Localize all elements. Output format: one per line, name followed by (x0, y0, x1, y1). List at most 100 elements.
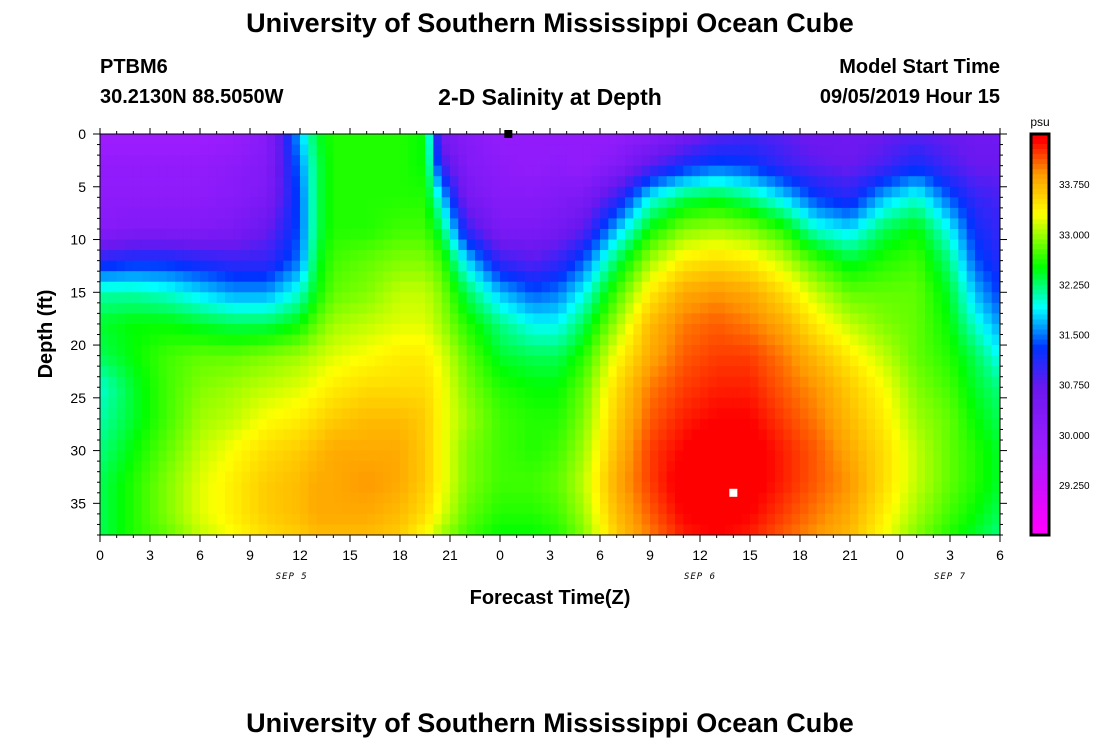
heatmap-cell (183, 176, 193, 188)
heatmap-cell (183, 429, 193, 441)
heatmap-cell (783, 355, 793, 367)
heatmap-cell (425, 176, 434, 188)
heatmap-cell (300, 176, 309, 188)
heatmap-cell (850, 376, 859, 388)
heatmap-cell (383, 408, 393, 420)
heatmap-cell (550, 218, 559, 230)
heatmap-cell (866, 492, 876, 504)
heatmap-cell (691, 450, 701, 462)
heatmap-cell (341, 281, 351, 293)
heatmap-cell (133, 408, 143, 420)
heatmap-cell (733, 440, 743, 452)
heatmap-cell (766, 134, 776, 146)
heatmap-cell (166, 228, 176, 241)
heatmap-cell (425, 260, 434, 272)
heatmap-cell (316, 292, 326, 304)
heatmap-cell (650, 260, 659, 272)
heatmap-cell (991, 197, 1000, 209)
heatmap-cell (775, 524, 784, 535)
heatmap-cell (991, 387, 1000, 399)
heatmap-cell (275, 207, 284, 220)
heatmap-cell (800, 134, 809, 146)
x-tick-label: 21 (442, 547, 458, 563)
heatmap-cell (416, 302, 426, 314)
heatmap-cell (450, 334, 459, 346)
heatmap-cell (141, 302, 151, 314)
heatmap-cell (316, 165, 326, 177)
heatmap-cell (116, 334, 126, 346)
heatmap-cell (766, 366, 776, 378)
heatmap-cell (800, 355, 809, 367)
heatmap-cell (150, 408, 159, 420)
heatmap-cell (416, 376, 426, 388)
heatmap-cell (466, 397, 476, 409)
heatmap-cell (866, 176, 876, 188)
heatmap-cell (941, 440, 951, 452)
heatmap-cell (300, 461, 309, 473)
heatmap-cell (458, 228, 468, 241)
heatmap-cell (825, 207, 834, 220)
heatmap-cell (483, 503, 493, 515)
heatmap-cell (483, 302, 493, 314)
heatmap-cell (341, 387, 351, 399)
heatmap-cell (775, 313, 784, 325)
heatmap-cell (758, 492, 768, 504)
heatmap-cell (583, 471, 593, 483)
heatmap-cell (658, 513, 668, 526)
heatmap-cell (575, 218, 584, 230)
heatmap-cell (141, 513, 151, 526)
heatmap-cell (633, 323, 643, 336)
heatmap-cell (550, 323, 559, 336)
heatmap-cell (433, 471, 443, 483)
heatmap-cell (150, 281, 159, 293)
heatmap-cell (975, 292, 984, 304)
heatmap-cell (991, 418, 1000, 431)
heatmap-cell (808, 228, 818, 241)
heatmap-cell (716, 260, 726, 272)
heatmap-cell (975, 302, 984, 314)
heatmap-cell (183, 376, 193, 388)
heatmap-cell (541, 228, 551, 241)
heatmap-cell (658, 144, 668, 156)
heatmap-cell (141, 492, 151, 504)
heatmap-cell (291, 165, 301, 177)
heatmap-cell (791, 418, 801, 431)
heatmap-cell (358, 323, 368, 336)
heatmap-cell (508, 355, 518, 367)
heatmap-cell (300, 155, 309, 167)
heatmap-cell (250, 292, 259, 304)
heatmap-cell (116, 450, 126, 462)
heatmap-cell (900, 450, 909, 462)
heatmap-cell (483, 186, 493, 198)
heatmap-cell (416, 492, 426, 504)
heatmap-cell (208, 186, 218, 198)
heatmap-cell (458, 345, 468, 357)
heatmap-cell (866, 461, 876, 473)
heatmap-cell (941, 165, 951, 177)
heatmap-cell (866, 440, 876, 452)
heatmap-cell (200, 207, 209, 220)
heatmap-cell (875, 207, 884, 220)
heatmap-cell (191, 176, 201, 188)
heatmap-cell (450, 134, 459, 146)
heatmap-cell (416, 250, 426, 262)
heatmap-cell (266, 513, 276, 526)
heatmap-cell (508, 176, 518, 188)
heatmap-cell (925, 440, 934, 452)
heatmap-cell (650, 492, 659, 504)
heatmap-cell (250, 355, 259, 367)
heatmap-cell (191, 218, 201, 230)
heatmap-cell (166, 218, 176, 230)
heatmap-cell (333, 313, 343, 325)
heatmap-cell (675, 334, 684, 346)
heatmap-cell (375, 429, 384, 441)
heatmap-cell (766, 503, 776, 515)
heatmap-cell (416, 313, 426, 325)
heatmap-cell (791, 134, 801, 146)
heatmap-cell (675, 429, 684, 441)
heatmap-cell (375, 155, 384, 167)
heatmap-cell (408, 302, 418, 314)
heatmap-cell (700, 524, 709, 535)
heatmap-cell (941, 429, 951, 441)
heatmap-cell (875, 250, 884, 262)
